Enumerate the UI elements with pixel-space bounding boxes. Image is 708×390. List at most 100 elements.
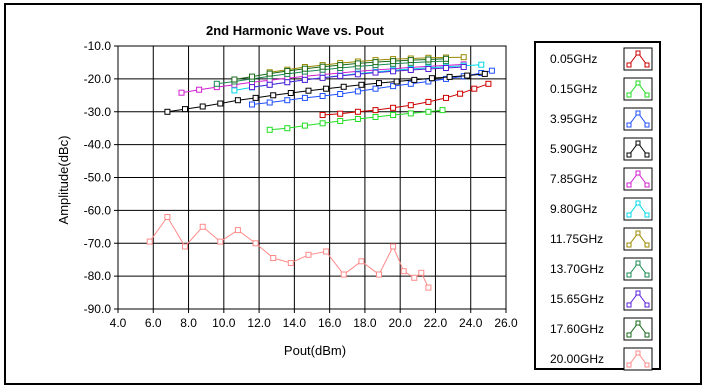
data-point	[217, 100, 224, 107]
data-point	[231, 76, 238, 83]
series-group	[146, 54, 495, 291]
series-0-05ghz	[319, 80, 492, 118]
series-17-60ghz	[231, 55, 449, 83]
data-point	[284, 79, 291, 86]
data-point	[319, 120, 326, 127]
legend-marker	[635, 170, 641, 176]
data-point	[301, 76, 308, 83]
series-line	[167, 73, 485, 113]
series-20-00ghz	[146, 214, 432, 291]
data-point	[400, 268, 407, 275]
data-point	[164, 108, 171, 115]
data-point	[376, 80, 382, 87]
legend-marker	[626, 242, 632, 248]
data-point	[358, 81, 365, 88]
y-tick-label: -30.0	[84, 105, 112, 119]
y-axis-label: Amplitude(dBc)	[56, 136, 71, 225]
data-point	[266, 126, 273, 133]
legend-item: 20.00GHz	[550, 347, 653, 371]
data-point	[354, 88, 361, 95]
data-point	[305, 87, 312, 94]
axis-ticks: 4.0 6.0 8.0 10.0 12.0 14.0 16.0 18.0 20.0 22.0 24.…	[84, 39, 518, 330]
x-tick-label: 20.0	[389, 316, 413, 330]
data-point	[266, 81, 273, 88]
data-point	[234, 227, 241, 234]
data-point	[234, 97, 241, 104]
data-point	[485, 80, 492, 87]
data-point	[323, 85, 330, 92]
data-point	[196, 86, 203, 93]
legend-label: 9.80GHz	[550, 202, 597, 216]
data-point	[481, 70, 488, 77]
data-point	[418, 269, 425, 276]
legend-label: 20.00GHz	[550, 352, 604, 366]
data-point	[354, 108, 361, 115]
legend-marker	[635, 350, 641, 356]
data-point	[460, 54, 467, 61]
data-point	[488, 67, 495, 74]
data-point	[266, 70, 273, 77]
data-point	[390, 83, 397, 90]
legend-label: 15.65GHz	[550, 292, 604, 306]
legend-item: 7.85GHz	[550, 167, 653, 191]
data-point	[287, 260, 294, 266]
data-point	[390, 112, 397, 118]
legend-marker	[635, 320, 641, 326]
x-tick-label: 24.0	[459, 316, 483, 330]
data-point	[443, 94, 449, 101]
data-point	[249, 84, 255, 91]
data-point	[178, 89, 185, 96]
legend-label: 3.95GHz	[550, 112, 597, 126]
data-point	[354, 71, 361, 78]
data-point	[337, 62, 344, 69]
legend-marker	[644, 62, 650, 68]
data-point	[390, 243, 397, 250]
data-point	[425, 108, 432, 115]
legend-marker	[635, 200, 641, 206]
data-point	[340, 271, 347, 278]
chart-title: 2nd Harmonic Wave vs. Pout	[206, 23, 385, 38]
series-line	[322, 83, 489, 116]
legend-label: 0.15GHz	[550, 82, 597, 96]
legend-marker	[644, 152, 650, 158]
series-15-65ghz	[249, 64, 467, 91]
x-tick-label: 16.0	[318, 316, 342, 330]
legend-item: 0.05GHz	[550, 47, 653, 71]
x-axis-label: Pout(dBm)	[284, 343, 346, 358]
data-point	[301, 122, 308, 129]
legend-marker	[626, 122, 632, 128]
data-point	[390, 104, 397, 111]
data-point	[213, 80, 220, 87]
data-point	[146, 238, 153, 245]
x-tick-label: 12.0	[247, 316, 271, 330]
legend-item: 5.90GHz	[550, 137, 653, 161]
data-point	[407, 102, 414, 109]
data-point	[471, 85, 478, 92]
legend-marker	[626, 62, 632, 68]
legend-marker	[635, 110, 641, 116]
legend-item: 3.95GHz	[550, 107, 653, 131]
data-point	[425, 66, 432, 72]
data-point	[270, 255, 277, 261]
data-point	[337, 72, 344, 79]
legend-marker	[626, 272, 632, 278]
legend-item: 0.15GHz	[550, 77, 653, 101]
y-tick-label: -80.0	[84, 269, 112, 283]
data-point	[393, 78, 400, 85]
legend-item: 15.65GHz	[550, 287, 653, 311]
legend-label: 7.85GHz	[550, 172, 597, 186]
x-tick-label: 10.0	[212, 316, 236, 330]
data-point	[284, 97, 291, 104]
data-point	[390, 58, 397, 65]
data-point	[478, 61, 485, 68]
data-point	[354, 116, 361, 122]
data-point	[372, 114, 379, 120]
legend-marker	[626, 302, 632, 308]
legend-marker	[626, 182, 632, 188]
data-point	[164, 214, 171, 220]
data-point	[319, 93, 326, 99]
y-tick-label: -50.0	[84, 171, 112, 185]
legend-label: 17.60GHz	[550, 322, 604, 336]
data-point	[372, 107, 379, 114]
